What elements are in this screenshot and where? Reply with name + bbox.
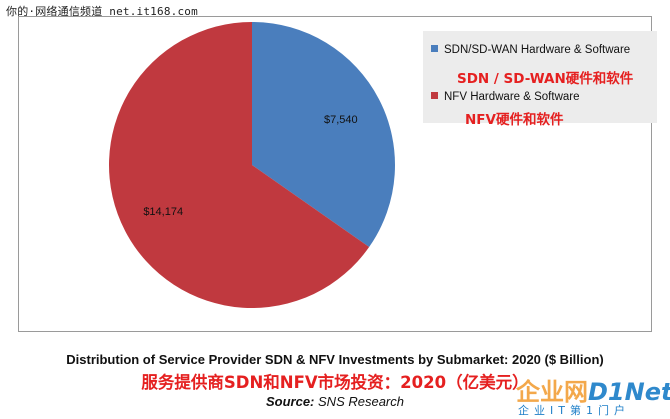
d1net-logo: 企业网D1Net 企业IT第1门户	[516, 372, 670, 417]
pie-chart: $7,540 $14,174	[108, 22, 395, 309]
legend-label-sdn: SDN/SD-WAN Hardware & Software	[444, 44, 631, 56]
legend-swatch-sdn	[431, 45, 438, 52]
legend-label-sdn-cn: SDN / SD-WAN硬件和软件	[457, 71, 634, 87]
logo-wordmark: 企业网D1Net	[516, 378, 670, 406]
chart-source: Source: SNS Research	[0, 394, 670, 409]
source-value: SNS Research	[318, 394, 404, 409]
pie-slice-nfv	[108, 22, 370, 309]
data-label-nfv: $14,174	[143, 206, 183, 218]
chart-title: Distribution of Service Provider SDN & N…	[66, 352, 604, 367]
source-label: Source:	[265, 394, 315, 409]
pie-slice-sdn	[252, 22, 395, 248]
chart-title-cn: 服务提供商SDN和NFV市场投资：2020（亿美元）	[141, 373, 529, 392]
legend-item-nfv: NFV Hardware & Software	[431, 91, 580, 103]
legend: SDN/SD-WAN Hardware & Software SDN / SD-…	[423, 31, 657, 128]
logo-tagline: 企业IT第1门户	[518, 404, 630, 417]
legend-label-nfv-cn: NFV硬件和软件	[465, 112, 564, 128]
chart-area: $7,540 $14,174 SDN/SD-WAN Hardware & Sof…	[18, 16, 657, 332]
legend-swatch-nfv	[431, 92, 438, 99]
legend-label-nfv: NFV Hardware & Software	[444, 91, 580, 103]
data-label-sdn: $7,540	[324, 114, 358, 126]
legend-item-sdn: SDN/SD-WAN Hardware & Software	[431, 44, 630, 56]
watermark-text: 你的·网络通信频道 net.it168.com	[6, 5, 198, 18]
